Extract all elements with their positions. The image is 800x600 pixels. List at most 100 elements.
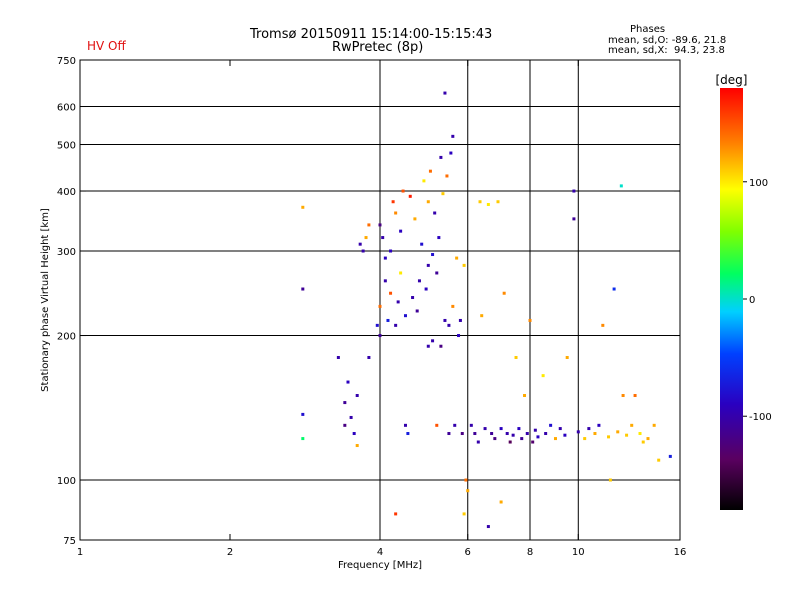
echo-point xyxy=(480,314,484,318)
echo-point xyxy=(601,323,605,327)
echo-point xyxy=(375,323,379,327)
echo-point xyxy=(469,423,473,427)
phase-info-x-line: mean, sd,X: 94.3, 23.8 xyxy=(608,45,725,56)
echo-point xyxy=(460,432,464,436)
echo-point xyxy=(473,432,477,436)
echo-point xyxy=(451,134,455,138)
echo-point xyxy=(464,478,468,482)
echo-point xyxy=(417,279,421,283)
echo-point xyxy=(349,415,353,419)
echo-point xyxy=(426,200,430,204)
echo-point xyxy=(451,304,455,308)
echo-point xyxy=(633,394,637,398)
colorbar-tick-label: 100 xyxy=(749,178,768,189)
echo-point xyxy=(435,271,439,275)
echo-point xyxy=(466,489,470,493)
echo-point xyxy=(394,323,398,327)
echo-point xyxy=(572,217,576,221)
echo-point xyxy=(355,394,359,398)
echo-point xyxy=(621,394,625,398)
echo-point xyxy=(612,287,616,291)
echo-point xyxy=(403,314,407,318)
echo-point xyxy=(583,437,587,441)
x-tick-label: 2 xyxy=(227,547,233,558)
echo-point xyxy=(476,440,480,444)
echo-point xyxy=(437,236,441,240)
echo-point xyxy=(343,401,347,405)
echo-point xyxy=(401,189,405,193)
echo-point xyxy=(572,189,576,193)
echo-point xyxy=(358,242,362,246)
echo-point xyxy=(361,249,365,253)
echo-point xyxy=(386,318,390,322)
echo-point xyxy=(301,437,305,441)
echo-point xyxy=(483,427,487,431)
echo-point xyxy=(378,223,382,227)
echo-point xyxy=(367,355,371,359)
hv-status-label: HV Off xyxy=(87,39,126,53)
echo-point xyxy=(352,432,356,436)
echo-point xyxy=(593,432,597,436)
echo-point xyxy=(486,202,490,206)
echo-point xyxy=(616,430,620,434)
echo-point xyxy=(381,236,385,240)
echo-point xyxy=(445,174,449,178)
echo-point xyxy=(520,437,524,441)
echo-point xyxy=(638,432,642,436)
x-tick-label: 16 xyxy=(674,547,687,558)
echo-point xyxy=(447,432,451,436)
echo-point xyxy=(657,458,661,462)
echo-point xyxy=(453,423,457,427)
echo-point xyxy=(389,291,393,295)
x-tick-label: 10 xyxy=(572,547,585,558)
echo-point xyxy=(447,323,451,327)
y-tick-label: 100 xyxy=(57,476,76,487)
echo-point xyxy=(563,433,567,437)
echo-point xyxy=(394,512,398,516)
echo-point xyxy=(533,428,537,432)
echo-point xyxy=(408,194,412,198)
echo-point xyxy=(646,437,650,441)
echo-point xyxy=(403,423,407,427)
chart-title-line2: RwPretec (8p) xyxy=(332,40,424,55)
y-tick-label: 400 xyxy=(57,187,76,198)
echo-point xyxy=(399,229,403,233)
echo-point xyxy=(439,344,443,348)
echo-point xyxy=(431,253,435,257)
echo-point xyxy=(399,271,403,275)
echo-point xyxy=(443,318,447,322)
chart-title-line1: Tromsø 20150911 15:14:00-15:15:43 xyxy=(250,27,493,42)
x-tick-label: 8 xyxy=(527,547,533,558)
colorbar-gradient xyxy=(720,88,743,510)
echo-point xyxy=(458,318,462,322)
echo-point xyxy=(478,200,482,204)
echo-point xyxy=(439,155,443,159)
echo-point xyxy=(505,432,509,436)
echo-point xyxy=(301,412,305,416)
echo-point xyxy=(336,355,340,359)
echo-points xyxy=(301,91,672,529)
echo-point xyxy=(394,211,398,215)
colorbar-tick-label: 0 xyxy=(749,295,755,306)
echo-point xyxy=(406,432,410,436)
axis-ticks: 1 2 4 6 8 10 16 75 100 200 300 400 500 600 750 xyxy=(57,56,686,558)
echo-point xyxy=(428,169,432,173)
echo-point xyxy=(536,435,540,439)
echo-point xyxy=(576,430,580,434)
echo-point xyxy=(378,334,382,338)
echo-point xyxy=(391,200,395,204)
echo-point xyxy=(431,339,435,343)
echo-point xyxy=(630,423,634,427)
echo-point xyxy=(528,318,532,322)
echo-point xyxy=(396,300,400,304)
echo-point xyxy=(493,437,497,441)
echo-point xyxy=(499,500,503,504)
phase-colorbar: [deg] 100 0 -100 xyxy=(716,73,772,510)
echo-point xyxy=(607,435,611,439)
echo-point xyxy=(619,184,623,188)
x-tick-label: 4 xyxy=(377,547,383,558)
echo-point xyxy=(641,440,645,444)
colorbar-ticks: 100 0 -100 xyxy=(743,178,772,423)
echo-point xyxy=(378,304,382,308)
